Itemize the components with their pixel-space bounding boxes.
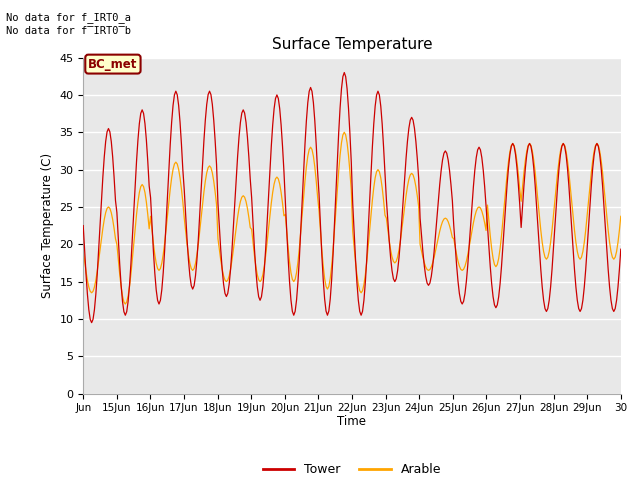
- X-axis label: Time: Time: [337, 415, 367, 428]
- Text: No data for f_IRT0_a: No data for f_IRT0_a: [6, 12, 131, 23]
- Text: BC_met: BC_met: [88, 58, 138, 71]
- Y-axis label: Surface Temperature (C): Surface Temperature (C): [41, 153, 54, 298]
- Legend: Tower, Arable: Tower, Arable: [258, 458, 446, 480]
- Title: Surface Temperature: Surface Temperature: [272, 37, 432, 52]
- Text: No data for f̅IRT0̅b: No data for f̅IRT0̅b: [6, 26, 131, 36]
